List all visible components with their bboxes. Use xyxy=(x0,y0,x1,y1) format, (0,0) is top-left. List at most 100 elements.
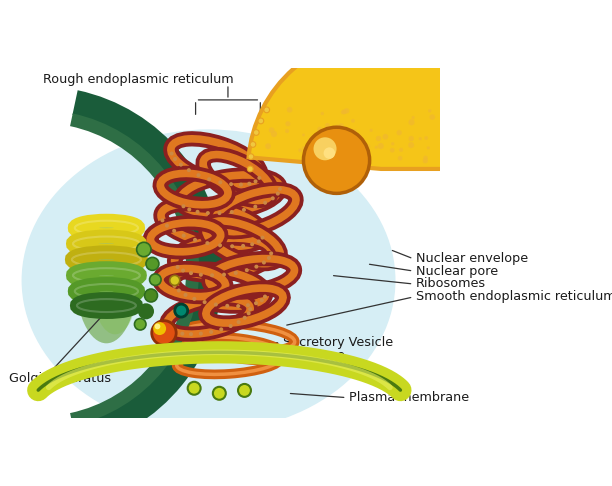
Circle shape xyxy=(229,182,233,186)
Circle shape xyxy=(428,109,431,113)
Circle shape xyxy=(222,273,226,277)
Circle shape xyxy=(376,136,381,141)
Circle shape xyxy=(214,302,218,307)
Text: Nuclear pore: Nuclear pore xyxy=(416,264,498,278)
Ellipse shape xyxy=(21,129,395,432)
Ellipse shape xyxy=(94,248,136,334)
Circle shape xyxy=(173,330,177,334)
Circle shape xyxy=(271,196,275,200)
Circle shape xyxy=(253,205,257,208)
Circle shape xyxy=(206,211,210,215)
Text: Rough endoplasmic reticulum: Rough endoplasmic reticulum xyxy=(43,73,233,87)
Circle shape xyxy=(160,218,165,223)
Circle shape xyxy=(177,289,181,293)
Circle shape xyxy=(209,330,213,334)
Circle shape xyxy=(333,141,336,144)
Circle shape xyxy=(356,152,362,158)
Circle shape xyxy=(255,265,258,269)
Circle shape xyxy=(370,129,373,132)
Circle shape xyxy=(228,324,233,328)
Circle shape xyxy=(382,134,388,139)
Circle shape xyxy=(261,236,264,240)
Circle shape xyxy=(357,145,364,151)
Circle shape xyxy=(136,243,151,257)
Circle shape xyxy=(192,297,196,301)
Circle shape xyxy=(264,107,269,113)
Circle shape xyxy=(149,274,161,285)
Circle shape xyxy=(351,119,355,123)
Text: Smooth endoplasmic reticulum: Smooth endoplasmic reticulum xyxy=(416,291,612,303)
Circle shape xyxy=(146,258,159,270)
Circle shape xyxy=(218,243,222,247)
Circle shape xyxy=(248,154,254,159)
Circle shape xyxy=(408,119,414,125)
Circle shape xyxy=(265,143,271,149)
Circle shape xyxy=(342,130,348,136)
Circle shape xyxy=(250,242,254,246)
Text: Plasma membrane: Plasma membrane xyxy=(349,391,469,404)
Circle shape xyxy=(298,148,302,152)
Circle shape xyxy=(168,328,172,331)
Circle shape xyxy=(253,130,259,136)
Circle shape xyxy=(238,384,251,397)
Circle shape xyxy=(203,300,207,304)
Circle shape xyxy=(271,131,277,137)
Circle shape xyxy=(408,136,414,141)
Circle shape xyxy=(256,240,261,243)
Circle shape xyxy=(230,210,234,214)
Circle shape xyxy=(269,127,274,133)
Circle shape xyxy=(313,137,337,160)
Circle shape xyxy=(247,312,251,315)
Circle shape xyxy=(193,238,197,242)
Circle shape xyxy=(199,273,203,277)
Circle shape xyxy=(304,127,370,193)
Circle shape xyxy=(278,187,282,191)
Circle shape xyxy=(187,208,192,211)
Ellipse shape xyxy=(76,217,137,343)
Text: Nucleus: Nucleus xyxy=(342,73,393,87)
Circle shape xyxy=(245,268,249,272)
Circle shape xyxy=(269,251,273,256)
Circle shape xyxy=(476,123,481,129)
Circle shape xyxy=(189,271,193,275)
Circle shape xyxy=(359,148,363,152)
Circle shape xyxy=(338,123,344,129)
Circle shape xyxy=(411,116,415,119)
Circle shape xyxy=(324,147,335,159)
Circle shape xyxy=(452,136,455,139)
Circle shape xyxy=(317,127,323,132)
Circle shape xyxy=(378,143,384,149)
Circle shape xyxy=(342,153,345,156)
Circle shape xyxy=(173,157,177,161)
Circle shape xyxy=(259,298,264,302)
Circle shape xyxy=(189,332,193,336)
Circle shape xyxy=(165,224,169,227)
Circle shape xyxy=(210,273,214,277)
Circle shape xyxy=(246,303,250,307)
Circle shape xyxy=(450,134,456,140)
Text: Secretory Vesicle: Secretory Vesicle xyxy=(283,336,393,349)
Circle shape xyxy=(390,148,395,153)
Circle shape xyxy=(182,234,185,238)
Circle shape xyxy=(399,148,403,152)
Circle shape xyxy=(139,304,153,318)
Circle shape xyxy=(408,142,414,148)
Circle shape xyxy=(181,331,184,336)
Circle shape xyxy=(430,114,435,120)
Circle shape xyxy=(237,320,241,324)
Circle shape xyxy=(302,146,305,150)
Circle shape xyxy=(351,142,354,146)
Circle shape xyxy=(182,204,185,208)
Circle shape xyxy=(391,142,395,145)
Circle shape xyxy=(263,201,267,205)
Circle shape xyxy=(152,321,176,345)
Circle shape xyxy=(234,271,238,275)
Circle shape xyxy=(184,293,187,297)
Wedge shape xyxy=(70,113,199,426)
Circle shape xyxy=(207,177,211,181)
Circle shape xyxy=(342,109,347,114)
Circle shape xyxy=(188,382,201,395)
Circle shape xyxy=(262,260,266,264)
Circle shape xyxy=(179,163,183,167)
Circle shape xyxy=(248,307,252,311)
